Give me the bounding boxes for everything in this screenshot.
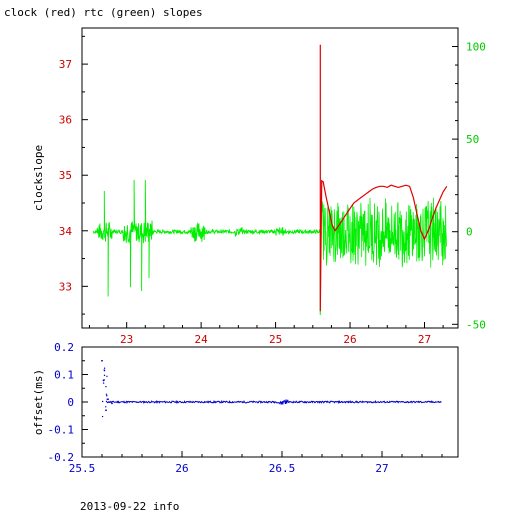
offset-chart: -0.2 -0.1 0 0.1 0.2 25.5 26 26.5 27 offset(ms): [32, 341, 459, 475]
offset-series-group: [101, 359, 442, 418]
offset-y-tick-label: 0.1: [54, 369, 74, 382]
offset-point: [106, 395, 108, 397]
offset-point: [102, 382, 105, 384]
chart-title: clock (red) rtc (green) slopes: [4, 6, 203, 19]
offset-axes-group: -0.2 -0.1 0 0.1 0.2 25.5 26 26.5 27: [48, 341, 443, 475]
slope-y2-tick-label: 100: [466, 41, 486, 54]
slope-series-group: [92, 44, 448, 316]
slope-y-tick-label: 37: [59, 58, 72, 71]
footer-info: 2013-09-22 info: [80, 500, 180, 513]
offset-point: [101, 415, 104, 418]
slope-y-tick-label: 35: [59, 169, 72, 182]
offset-y-tick-label: 0: [67, 396, 74, 409]
rtc-series-line-quiet: [92, 179, 323, 297]
slope-x-tick-label: 26: [343, 333, 356, 346]
offset-point: [101, 400, 104, 403]
slope-y-tick-label: 34: [59, 225, 73, 238]
slope-y2-tick-label: 0: [466, 226, 473, 239]
offset-point: [102, 379, 105, 382]
slope-axes-group: 33 34 35 36 37 -50 0 50 100 23 24 25 26 27: [59, 27, 486, 346]
slope-x-tick-label: 27: [418, 333, 431, 346]
slope-x-tick-label: 25: [269, 333, 282, 346]
slope-y-axis-label: clockslope: [32, 145, 45, 211]
slope-x-tick-label: 24: [195, 333, 209, 346]
offset-point: [106, 398, 108, 400]
rtc-series-line-noisy: [321, 197, 447, 268]
offset-point: [105, 393, 108, 395]
slope-y2-tick-label: -50: [466, 318, 486, 331]
offset-series-line: [105, 399, 442, 406]
offset-point: [103, 369, 105, 371]
clock-series-line: [319, 44, 448, 312]
slope-y-tick-label: 36: [59, 114, 72, 127]
offset-point: [101, 359, 103, 362]
offset-y-tick-label: 0.2: [54, 341, 74, 354]
offset-point: [103, 374, 106, 377]
slope-y-tick-label: 33: [59, 280, 72, 293]
offset-point: [106, 375, 108, 377]
offset-x-tick-label: 25.5: [69, 462, 96, 475]
offset-y-axis-label: offset(ms): [32, 369, 45, 435]
slope-x-tick-label: 23: [120, 333, 133, 346]
offset-x-tick-label: 26: [175, 462, 188, 475]
offset-y-tick-label: -0.2: [48, 451, 75, 464]
offset-point: [111, 402, 113, 405]
offset-x-tick-label: 26.5: [269, 462, 296, 475]
offset-y-tick-label: -0.1: [48, 424, 75, 437]
slope-y2-tick-label: 50: [466, 133, 479, 146]
offset-point: [105, 409, 107, 412]
slope-chart-frame: [81, 27, 459, 329]
offset-point: [103, 367, 106, 369]
offset-point: [105, 385, 107, 388]
slope-chart: 33 34 35 36 37 -50 0 50 100 23 24 25 26 27 clockslope: [32, 27, 486, 346]
offset-point: [105, 406, 107, 408]
offset-x-tick-label: 27: [375, 462, 388, 475]
